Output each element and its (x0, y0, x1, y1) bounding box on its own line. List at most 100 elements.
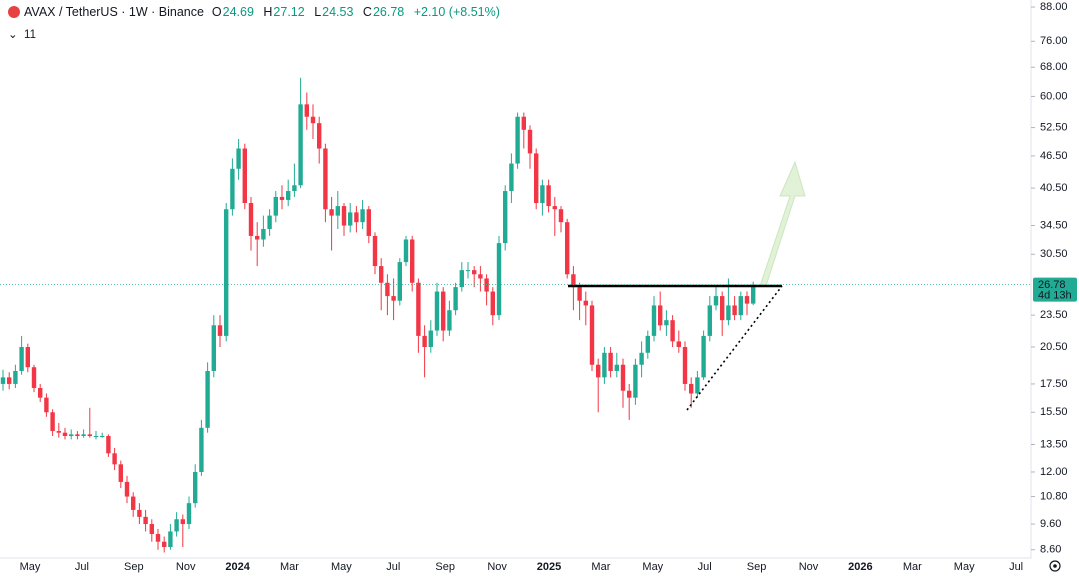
settings-icon[interactable] (1049, 560, 1061, 572)
candle-body (620, 364, 626, 391)
candle-body (236, 148, 241, 169)
ohlc-label: L (314, 5, 322, 19)
candle-body (521, 116, 526, 130)
y-tick-label: 15.50 (1040, 406, 1068, 418)
candle-body (670, 320, 675, 342)
y-tick-label: 23.50 (1040, 309, 1068, 321)
candle-body (434, 291, 440, 331)
indicators-toggle[interactable]: ⌄ 11 (8, 29, 36, 41)
candle-body (124, 481, 130, 497)
candle-body (639, 352, 644, 365)
high-value: 27.12 (273, 5, 305, 19)
candle-body (242, 148, 247, 204)
x-tick-label: Nov (487, 561, 507, 573)
candle-body (224, 209, 229, 336)
candle-body (25, 347, 30, 368)
trend-line (686, 285, 783, 411)
header: AVAX / TetherUS · 1W · Binance O24.69 H2… (8, 5, 506, 19)
candle-body (217, 325, 223, 336)
candle-body (540, 185, 545, 204)
candle-body (651, 305, 657, 336)
candle-body (676, 341, 681, 348)
candle-body (360, 209, 365, 223)
candle-body (317, 123, 322, 149)
candle-body (720, 296, 725, 321)
candle-body (527, 129, 533, 154)
candle-body (180, 519, 185, 525)
candle-body (658, 305, 663, 326)
candle-body (465, 270, 471, 272)
y-tick-label: 30.50 (1040, 248, 1068, 260)
x-tick-label: 2026 (848, 561, 872, 573)
low-value: 24.53 (322, 5, 354, 19)
candle-body (385, 282, 390, 297)
candle-body (323, 148, 328, 210)
candle-body (428, 330, 433, 348)
candle-body (19, 347, 24, 371)
candle-body (372, 235, 378, 267)
candle-body (255, 235, 260, 240)
ohlc-label: H (263, 5, 273, 19)
candle-body (112, 453, 117, 465)
x-tick-label: Sep (747, 561, 767, 573)
y-tick-label: 9.60 (1040, 518, 1061, 530)
x-tick-label: Sep (124, 561, 144, 573)
candle-body (552, 206, 557, 210)
x-tick-label: Nov (176, 561, 196, 573)
candle-body (335, 206, 340, 216)
candle-body (701, 335, 706, 378)
candle-body (143, 516, 148, 525)
projection-arrow (759, 160, 806, 287)
candle-body (695, 377, 700, 394)
candle-body (354, 212, 359, 223)
candle-body (472, 270, 477, 275)
candle-body (168, 531, 173, 548)
candle-body (56, 431, 61, 433)
candle-body (149, 524, 154, 534)
candle-body (199, 427, 204, 472)
candle-body (645, 335, 650, 353)
candle-body (416, 282, 421, 336)
candle-body (589, 305, 595, 365)
candle-body (13, 370, 18, 384)
candle-body (69, 434, 74, 437)
candle-body (379, 266, 384, 283)
candle-body (137, 509, 142, 517)
candle-body (682, 347, 688, 384)
candle-body (627, 390, 632, 398)
x-tick-label: May (642, 561, 663, 573)
candle-body (310, 116, 316, 124)
candle-body (403, 239, 409, 263)
y-tick-label: 40.50 (1040, 182, 1068, 194)
y-tick-label: 12.00 (1040, 466, 1068, 478)
candle-body (732, 305, 737, 316)
y-tick-label: 8.60 (1040, 544, 1061, 556)
candle-body (583, 300, 588, 306)
candle-body (286, 191, 291, 200)
candle-body (577, 287, 582, 301)
candle-body (534, 153, 539, 204)
candle-body (62, 432, 68, 437)
candle-body (93, 436, 99, 438)
candle-body (348, 212, 353, 226)
candle-body (713, 296, 719, 306)
y-tick-label: 88.00 (1040, 1, 1068, 13)
candle-body (298, 104, 303, 186)
candle-body (38, 387, 43, 398)
candle-body (453, 287, 458, 311)
x-tick-label: May (331, 561, 352, 573)
ohlc-label: O (211, 5, 222, 19)
candle-body (31, 367, 37, 388)
candle-body (490, 291, 495, 316)
settings-icon-center (1053, 564, 1057, 568)
candle-body (75, 434, 80, 437)
countdown-label: 4d 13h (1038, 290, 1072, 302)
candle-body (602, 352, 607, 378)
x-tick-label: Mar (280, 561, 299, 573)
symbol-title: AVAX / TetherUS · 1W · Binance (24, 5, 204, 19)
candle-body (87, 434, 92, 437)
y-tick-label: 60.00 (1040, 90, 1068, 102)
candle-body (596, 364, 601, 378)
candle-body (50, 412, 55, 432)
